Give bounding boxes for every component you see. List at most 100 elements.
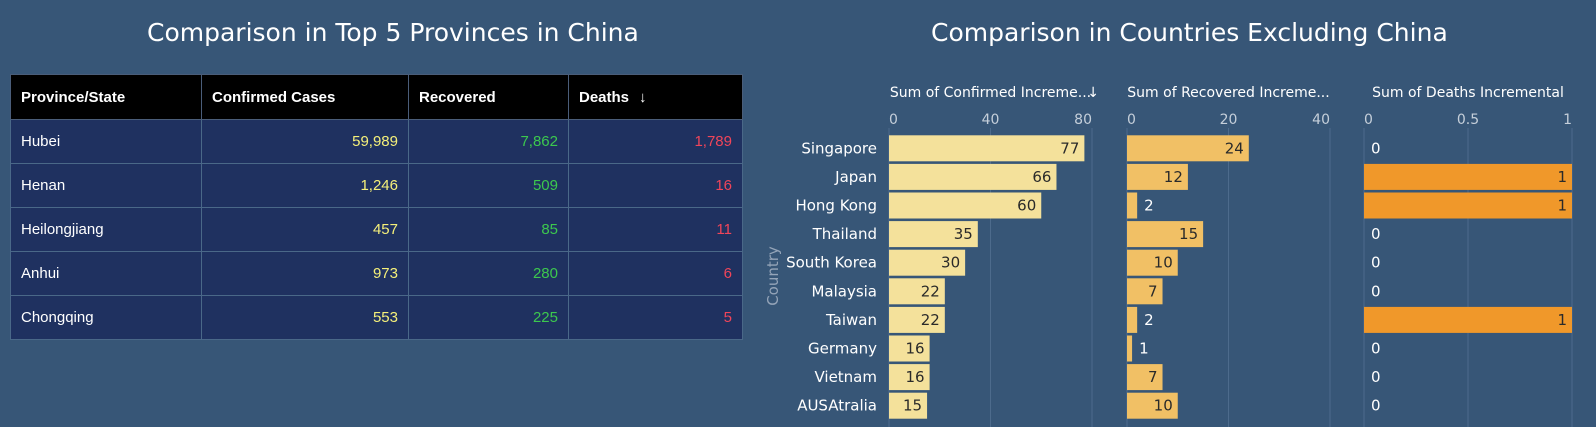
cell-deaths: 1,789	[568, 119, 743, 164]
header-deaths[interactable]: Deaths ↓	[568, 74, 743, 120]
header-confirmed[interactable]: Confirmed Cases	[201, 74, 409, 120]
category-label: Singapore	[801, 139, 877, 157]
data-label: 0	[1371, 225, 1381, 243]
panel-axis-title: Sum of Deaths Incremental	[1372, 85, 1564, 101]
table-row[interactable]: Henan 1,246 509 16	[10, 163, 743, 208]
bar	[889, 306, 945, 333]
cell-province: Hubei	[10, 119, 202, 164]
data-label: 0	[1371, 340, 1381, 358]
bar	[889, 163, 1057, 190]
bar	[889, 249, 966, 276]
data-label: 7	[1148, 368, 1158, 386]
category-label: Hong Kong	[795, 197, 877, 215]
table-row[interactable]: Chongqing 553 225 5	[10, 295, 743, 340]
table-row[interactable]: Anhui 973 280 6	[10, 251, 743, 296]
bar	[1364, 192, 1572, 219]
panel-axis-title: Sum of Recovered Increme...	[1127, 85, 1329, 101]
cell-deaths: 6	[568, 251, 743, 296]
data-label: 0	[1371, 282, 1381, 300]
header-deaths-label: Deaths	[579, 88, 630, 106]
data-label: 2	[1144, 197, 1154, 215]
tick-label: 0	[1364, 112, 1373, 128]
tick-label: 40	[1312, 112, 1330, 128]
cell-province: Anhui	[10, 251, 202, 296]
cell-recovered: 509	[408, 163, 569, 208]
tick-label: 0	[1127, 112, 1136, 128]
tick-label: 0	[889, 112, 898, 128]
bar	[889, 192, 1042, 219]
cell-province: Heilongjiang	[10, 207, 202, 252]
category-label: South Korea	[786, 254, 877, 272]
data-label: 16	[906, 340, 925, 358]
data-label: 10	[1154, 254, 1173, 272]
data-label: 60	[1017, 197, 1036, 215]
data-label: 30	[941, 254, 960, 272]
data-label: 22	[921, 311, 940, 329]
data-label: 1	[1557, 197, 1567, 215]
cell-recovered: 225	[408, 295, 569, 340]
cell-deaths: 5	[568, 295, 743, 340]
data-label: 1	[1557, 311, 1567, 329]
cell-confirmed: 59,989	[201, 119, 409, 164]
data-label: 24	[1225, 139, 1244, 157]
cell-recovered: 85	[408, 207, 569, 252]
category-label: AUSAtralia	[797, 397, 877, 415]
data-label: 0	[1371, 397, 1381, 415]
bar	[1127, 306, 1138, 333]
header-recovered[interactable]: Recovered	[408, 74, 569, 120]
cell-province: Chongqing	[10, 295, 202, 340]
category-label: Germany	[808, 340, 877, 358]
data-label: 2	[1144, 311, 1154, 329]
cell-confirmed: 1,246	[201, 163, 409, 208]
tick-label: 80	[1074, 112, 1092, 128]
bar	[889, 392, 928, 419]
data-label: 1	[1557, 168, 1567, 186]
data-label: 15	[903, 397, 922, 415]
y-axis-title: Country	[764, 246, 782, 306]
bar	[889, 278, 945, 305]
bar	[1364, 163, 1572, 190]
tick-label: 0.5	[1457, 112, 1479, 128]
tick-label: 1	[1563, 112, 1572, 128]
bar	[889, 364, 930, 391]
data-label: 12	[1164, 168, 1183, 186]
table-row[interactable]: Heilongjiang 457 85 11	[10, 207, 743, 252]
bar	[1127, 192, 1138, 219]
category-label: Thailand	[812, 225, 877, 243]
cell-confirmed: 457	[201, 207, 409, 252]
data-label: 7	[1148, 282, 1158, 300]
data-label: 0	[1371, 254, 1381, 272]
sort-down-icon: ↓	[1087, 85, 1099, 101]
data-label: 1	[1139, 340, 1149, 358]
data-label: 15	[1179, 225, 1198, 243]
data-label: 16	[906, 368, 925, 386]
cell-recovered: 280	[408, 251, 569, 296]
cell-recovered: 7,862	[408, 119, 569, 164]
data-label: 77	[1060, 139, 1079, 157]
data-label: 66	[1032, 168, 1051, 186]
bar	[889, 335, 930, 362]
panel-axis-title: Sum of Confirmed Increme...	[890, 85, 1091, 101]
bar	[1364, 306, 1572, 333]
right-panel-title: Comparison in Countries Excluding China	[931, 18, 1448, 47]
bar	[1127, 392, 1178, 419]
table-row[interactable]: Hubei 59,989 7,862 1,789	[10, 119, 743, 164]
left-panel-title: Comparison in Top 5 Provinces in China	[147, 18, 639, 47]
bar	[1127, 278, 1163, 305]
bar	[889, 221, 978, 248]
data-label: 10	[1154, 397, 1173, 415]
sort-down-icon[interactable]: ↓	[639, 88, 647, 106]
data-label: 22	[921, 282, 940, 300]
tick-label: 40	[982, 112, 1000, 128]
tick-label: 20	[1220, 112, 1238, 128]
data-label: 0	[1371, 368, 1381, 386]
bar	[1127, 221, 1204, 248]
table-header-row: Province/State Confirmed Cases Recovered…	[10, 74, 743, 120]
bar	[1127, 249, 1178, 276]
bar	[1127, 364, 1163, 391]
category-label: Malaysia	[811, 282, 877, 300]
header-province[interactable]: Province/State	[10, 74, 202, 120]
category-label: Japan	[834, 168, 877, 186]
category-label: Taiwan	[825, 311, 877, 329]
